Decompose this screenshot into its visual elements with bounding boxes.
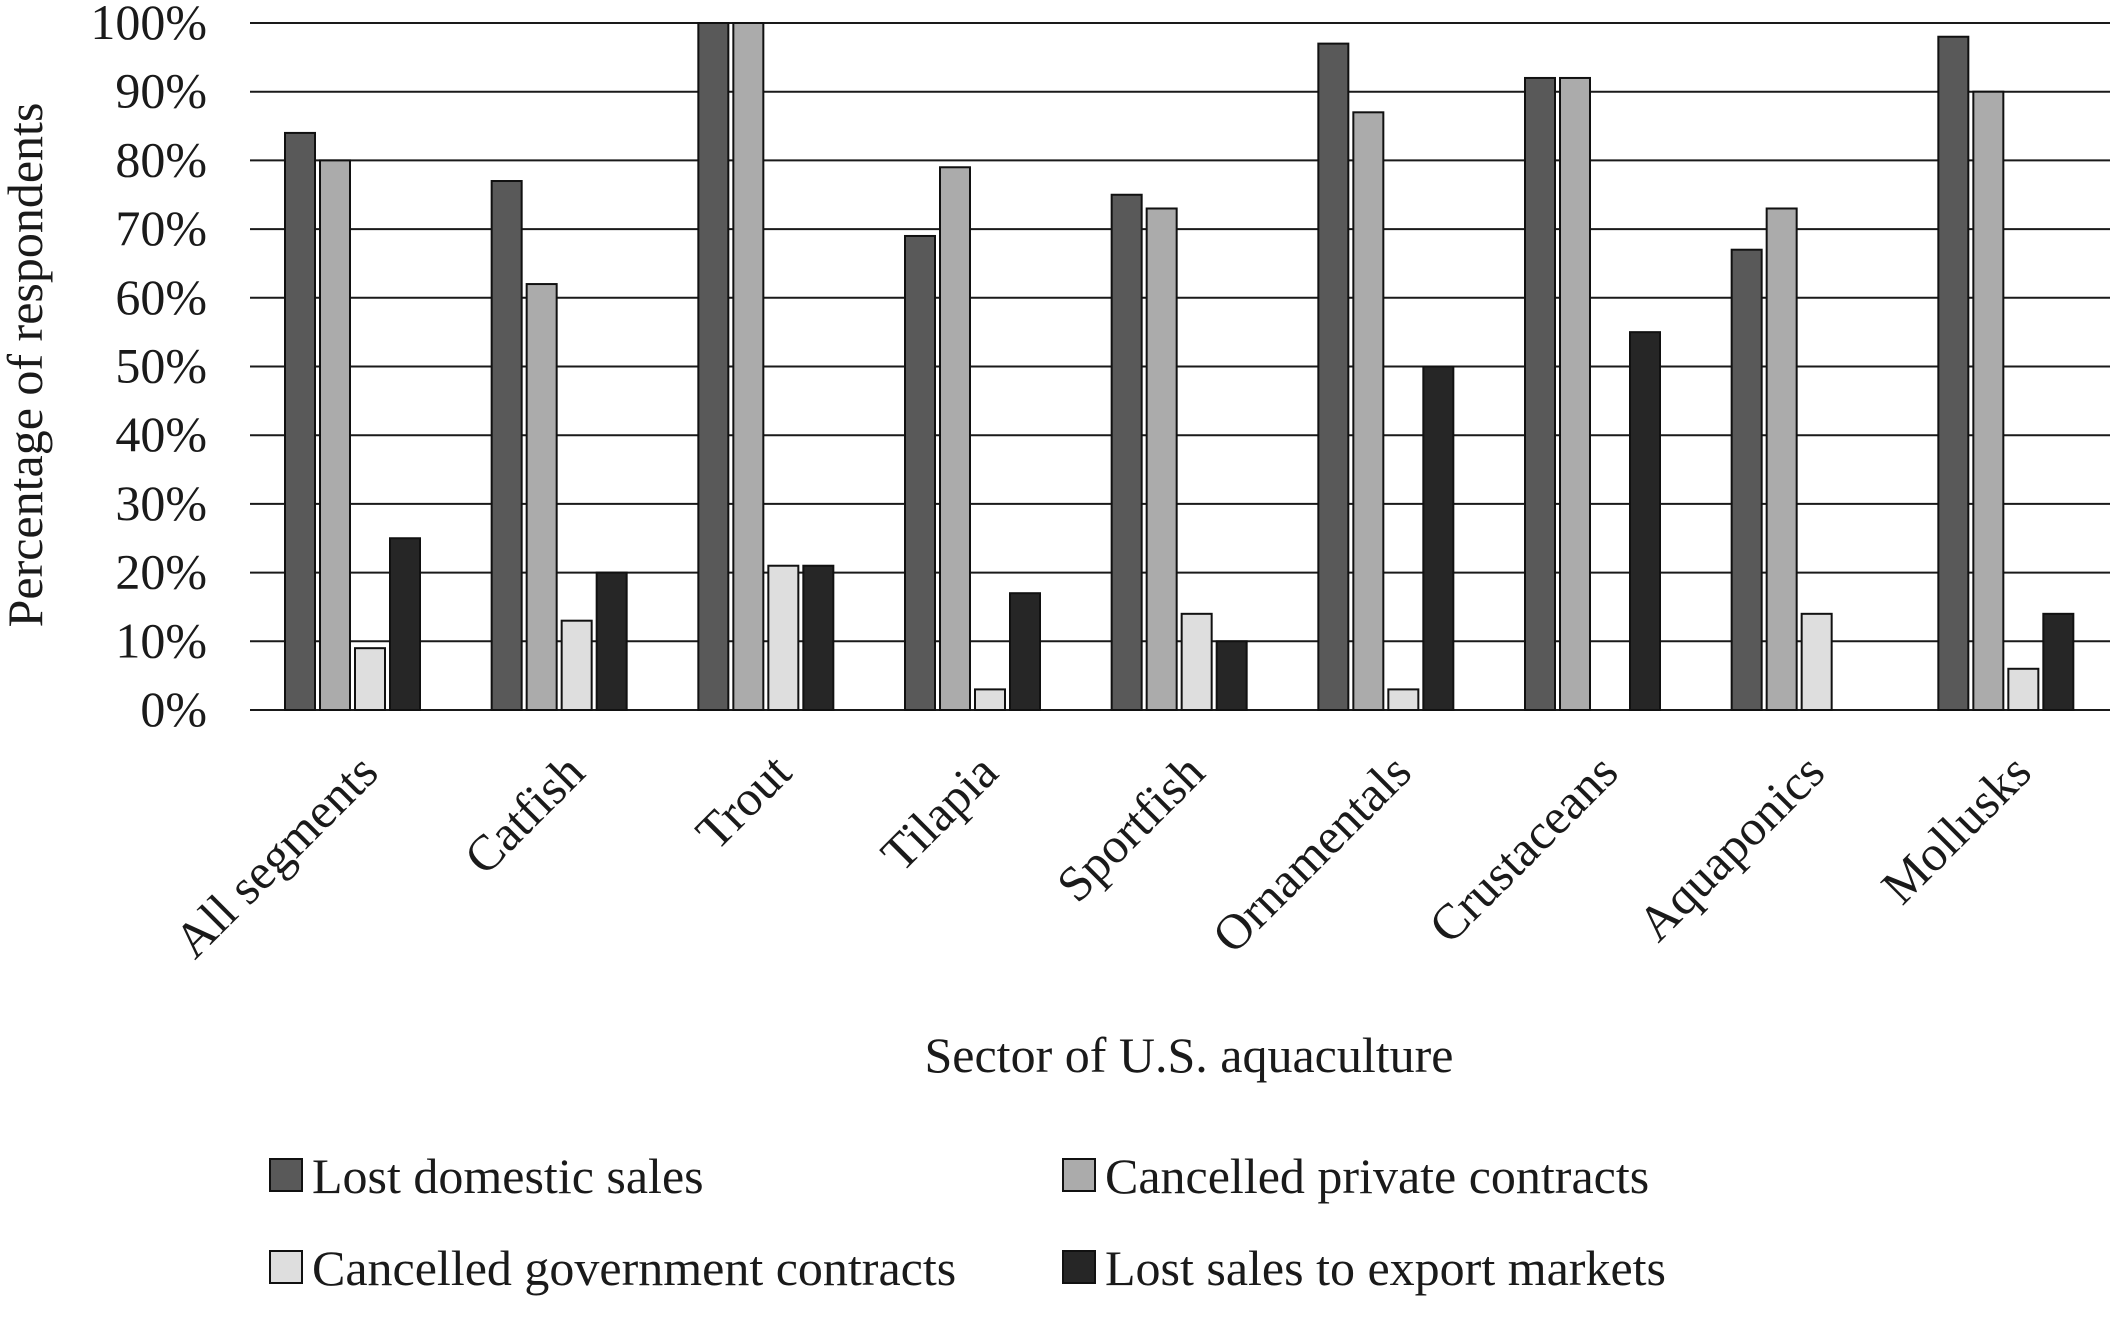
bar	[802, 564, 835, 711]
bar	[1629, 331, 1661, 711]
x-axis-categories: All segments Catfish Trout Tilapia Sportfish…	[163, 743, 2042, 968]
bar	[1180, 612, 1213, 712]
bar	[2042, 612, 2075, 712]
bar	[1559, 76, 1591, 711]
bar	[319, 159, 351, 711]
gridlines	[250, 22, 2110, 711]
x-category-label: Sportfish	[1046, 743, 1215, 912]
y-axis-title: Percentage of respondents	[0, 103, 53, 628]
bar	[560, 619, 593, 711]
bar	[1110, 193, 1143, 711]
y-tick-label: 60%	[115, 269, 207, 325]
legend: Lost domestic sales Cancelled private con…	[269, 1148, 1666, 1296]
x-category-label: Aquaponics	[1626, 743, 1834, 951]
y-tick-label: 100%	[90, 0, 207, 50]
legend-swatch	[269, 1158, 303, 1192]
bar	[284, 131, 316, 712]
bars	[284, 22, 2075, 712]
y-tick-label: 70%	[115, 200, 207, 256]
bar	[697, 22, 730, 711]
bar	[1765, 207, 1798, 712]
legend-label: Lost sales to export markets	[1105, 1240, 1666, 1296]
bar	[354, 647, 386, 711]
bar	[1215, 640, 1248, 711]
bar	[1422, 365, 1455, 711]
bar	[1317, 42, 1350, 712]
bar	[1387, 688, 1420, 712]
legend-swatch	[1062, 1158, 1096, 1192]
bar	[1730, 248, 1763, 712]
y-tick-label: 90%	[115, 63, 207, 119]
legend-label: Lost domestic sales	[312, 1148, 704, 1204]
y-tick-label: 10%	[115, 612, 207, 668]
legend-swatch	[269, 1250, 303, 1284]
bar	[974, 688, 1006, 712]
x-category-label: Trout	[685, 743, 802, 860]
bar	[767, 564, 800, 711]
y-tick-label: 50%	[115, 338, 207, 394]
x-category-label: Tilapia	[870, 743, 1008, 881]
y-axis-ticks: 0% 10% 20% 30% 40% 50% 60% 70% 80% 90% 100%	[90, 0, 207, 737]
bar	[1352, 111, 1385, 711]
bar	[2007, 667, 2040, 712]
bar	[1937, 35, 1970, 712]
x-axis-title: Sector of U.S. aquaculture	[924, 1027, 1453, 1083]
bar	[490, 180, 523, 711]
y-tick-label: 80%	[115, 131, 207, 187]
bar	[904, 234, 936, 711]
legend-label: Cancelled private contracts	[1105, 1148, 1649, 1204]
bar	[389, 537, 421, 711]
bar	[1800, 612, 1833, 712]
x-category-label: Crustaceans	[1418, 743, 1628, 953]
bar	[1009, 592, 1041, 712]
legend-label: Cancelled government contracts	[312, 1240, 956, 1296]
bar	[525, 283, 558, 711]
bar	[1524, 76, 1556, 711]
y-tick-label: 20%	[115, 544, 207, 600]
y-tick-label: 40%	[115, 406, 207, 462]
x-category-label: Ornamentals	[1201, 743, 1421, 963]
x-category-label: All segments	[163, 743, 388, 968]
y-tick-label: 30%	[115, 475, 207, 531]
bar	[939, 166, 971, 711]
bar	[732, 22, 765, 711]
x-category-label: Mollusks	[1870, 743, 2041, 914]
bar	[1972, 90, 2005, 711]
bar	[595, 571, 628, 711]
x-category-label: Catfish	[453, 743, 595, 885]
bar	[1145, 207, 1178, 712]
legend-swatch	[1062, 1250, 1096, 1284]
y-tick-label: 0%	[140, 681, 207, 737]
